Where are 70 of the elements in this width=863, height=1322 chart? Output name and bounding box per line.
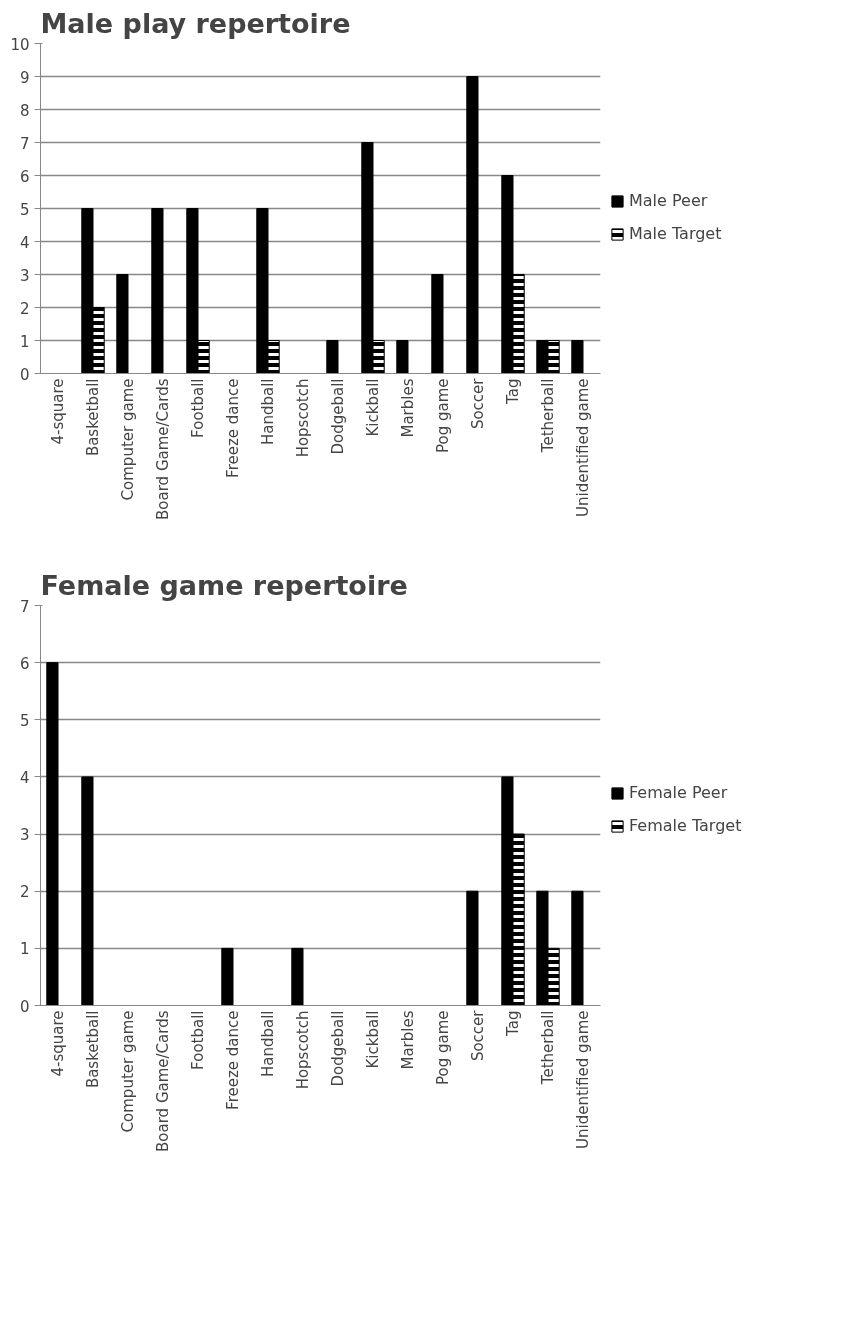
bar — [46, 662, 59, 1006]
bar — [466, 890, 479, 1006]
x-tick-label: Board Game/Cards — [154, 378, 172, 520]
x-tick-label: 4-square — [49, 378, 67, 445]
x-tick-label: Soccer — [469, 377, 487, 430]
bar — [571, 340, 584, 374]
y-tick-label: 7 — [19, 597, 30, 616]
legend-label: Female Peer — [629, 783, 728, 802]
x-tick-label: Unidentified game — [574, 1010, 592, 1149]
y-tick-label: 2 — [19, 883, 30, 902]
x-tick-label: Hopscotch — [294, 378, 312, 458]
y-tick-label: 6 — [19, 167, 30, 186]
x-tick-label: Freeze dance — [224, 1010, 242, 1110]
y-tick-label: 4 — [19, 233, 30, 252]
y-tick-label: 9 — [19, 68, 30, 87]
chart-title: Male play repertoire — [40, 7, 351, 39]
bar — [431, 274, 444, 374]
legend-label: Female Target — [629, 816, 742, 835]
x-tick-label: Handball — [259, 1010, 277, 1078]
x-tick-label: Computer game — [119, 1010, 137, 1133]
y-tick-label: 3 — [19, 266, 30, 285]
x-tick-label: Board Game/Cards — [154, 1010, 172, 1152]
x-tick-label: Dodgeball — [329, 1010, 347, 1087]
x-tick-label: Pog game — [434, 378, 452, 454]
legend-label: Male Peer — [629, 191, 708, 210]
x-tick-label: Dodgeball — [329, 378, 347, 455]
y-tick-label: 5 — [19, 711, 30, 730]
x-tick-label: Computer game — [119, 378, 137, 501]
y-tick-label: 1 — [19, 940, 30, 959]
chart-title: Female game repertoire — [40, 569, 408, 601]
x-tick-label: Marbles — [399, 378, 417, 438]
x-tick-label: Pog game — [434, 1010, 452, 1086]
x-tick-label: Football — [189, 1010, 207, 1070]
x-tick-label: Tetherball — [539, 378, 557, 454]
bar — [396, 340, 409, 374]
x-tick-label: Basketball — [84, 378, 102, 457]
x-tick-label: Tag — [504, 378, 522, 405]
bar — [151, 208, 164, 374]
bar — [291, 947, 304, 1006]
legend-label: Male Target — [629, 224, 722, 243]
y-tick-label: 0 — [19, 997, 30, 1016]
y-tick-label: 5 — [19, 200, 30, 219]
x-tick-label: Marbles — [399, 1010, 417, 1070]
y-tick-label: 8 — [19, 101, 30, 120]
bar — [326, 340, 339, 374]
x-tick-label: Football — [189, 378, 207, 438]
bar — [466, 76, 479, 374]
x-tick-label: Kickball — [364, 378, 382, 437]
y-tick-label: 4 — [19, 768, 30, 787]
bar — [81, 776, 94, 1006]
bar — [221, 947, 234, 1006]
x-tick-label: Unidentified game — [574, 378, 592, 517]
x-tick-label: Soccer — [469, 1009, 487, 1062]
x-tick-label: Handball — [259, 378, 277, 446]
x-tick-label: Freeze dance — [224, 378, 242, 478]
x-tick-label: Tag — [504, 1010, 522, 1037]
y-tick-label: 3 — [19, 826, 30, 845]
x-tick-label: Kickball — [364, 1010, 382, 1069]
y-tick-label: 6 — [19, 654, 30, 673]
bar — [571, 890, 584, 1006]
bar — [116, 274, 129, 374]
x-tick-label: Tetherball — [539, 1010, 557, 1086]
y-tick-label: 0 — [19, 365, 30, 384]
x-tick-label: Hopscotch — [294, 1010, 312, 1090]
y-tick-label: 10 — [10, 35, 30, 54]
x-tick-label: 4-square — [49, 1010, 67, 1077]
y-tick-label: 7 — [19, 134, 30, 153]
y-tick-label: 2 — [19, 299, 30, 318]
x-tick-label: Basketball — [84, 1010, 102, 1089]
y-tick-label: 1 — [19, 332, 30, 351]
